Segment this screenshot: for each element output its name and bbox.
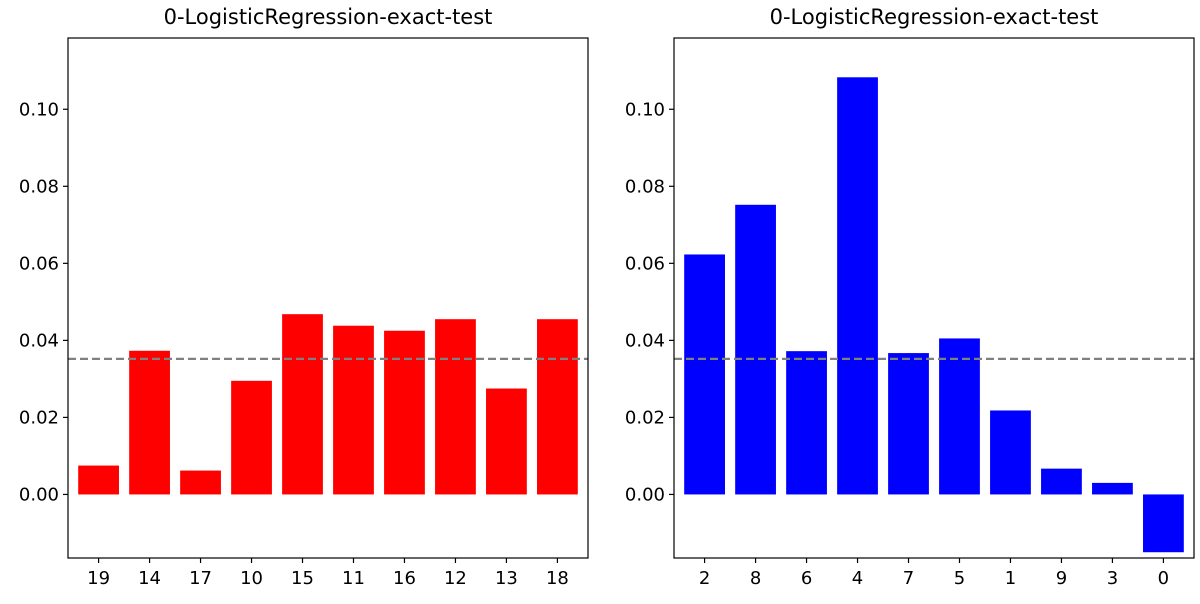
bar-17 (180, 470, 221, 495)
x-tick-label: 8 (750, 568, 761, 589)
x-tick-label: 9 (1056, 568, 1067, 589)
y-tick-label: 0.00 (625, 484, 665, 505)
x-tick-label: 12 (444, 568, 467, 589)
axes-frame (673, 37, 1195, 559)
chart-title: 0-LogisticRegression-exact-test (164, 5, 493, 29)
bar-19 (78, 465, 119, 495)
x-tick-label: 13 (495, 568, 518, 589)
axes-frame (67, 37, 589, 559)
bar-9 (1041, 468, 1082, 495)
chart-panel-2: 0.00 0.02 0.04 0.06 0.08 0.10 2 8 6 4 7 5 1 9 3 0 0-Logi… (625, 5, 1195, 589)
x-tick-label: 11 (342, 568, 365, 589)
y-tick-label: 0.08 (625, 176, 665, 197)
x-tick-label: 18 (546, 568, 569, 589)
y-tick-label: 0.10 (19, 99, 59, 120)
y-tick-label: 0.04 (19, 330, 59, 351)
x-tick-label: 7 (903, 568, 914, 589)
y-tick-label: 0.08 (19, 176, 59, 197)
x-tick-label: 2 (699, 568, 710, 589)
bar-8 (735, 204, 776, 495)
x-tick-label: 10 (240, 568, 263, 589)
x-tick-label: 0 (1158, 568, 1169, 589)
chart-title: 0-LogisticRegression-exact-test (770, 5, 1099, 29)
bar-14 (129, 350, 170, 495)
bar-4 (837, 77, 878, 495)
y-tick-label: 0.06 (625, 253, 665, 274)
y-tick-label: 0.04 (625, 330, 665, 351)
x-tick-label: 16 (393, 568, 416, 589)
bar-16 (384, 330, 425, 495)
bar-7 (888, 353, 929, 495)
x-tick-label: 15 (291, 568, 314, 589)
x-tick-label: 14 (138, 568, 161, 589)
x-tick-label: 4 (852, 568, 863, 589)
chart-panel-1: 0.00 0.02 0.04 0.06 0.08 0.10 19 14 17 10 15 11 16 12… (19, 5, 589, 589)
bar-6 (786, 351, 827, 495)
bar-5 (939, 338, 980, 495)
x-tick-label: 1 (1005, 568, 1016, 589)
x-tick-label: 6 (801, 568, 812, 589)
bar-10 (231, 380, 272, 495)
bar-11 (333, 325, 374, 495)
y-tick-label: 0.02 (19, 407, 59, 428)
bar-18 (537, 319, 578, 495)
y-tick-label: 0.00 (19, 484, 59, 505)
bar-1 (990, 410, 1031, 495)
bar-13 (486, 388, 527, 495)
bar-3 (1092, 482, 1133, 495)
bar-15 (282, 314, 323, 495)
bar-12 (435, 319, 476, 495)
y-tick-label: 0.10 (625, 99, 665, 120)
y-tick-label: 0.06 (19, 253, 59, 274)
x-tick-label: 5 (954, 568, 965, 589)
bar-2 (684, 254, 725, 495)
x-tick-label: 19 (87, 568, 110, 589)
bar-0 (1143, 494, 1184, 553)
y-tick-label: 0.02 (625, 407, 665, 428)
x-tick-label: 17 (189, 568, 212, 589)
x-tick-label: 3 (1107, 568, 1118, 589)
